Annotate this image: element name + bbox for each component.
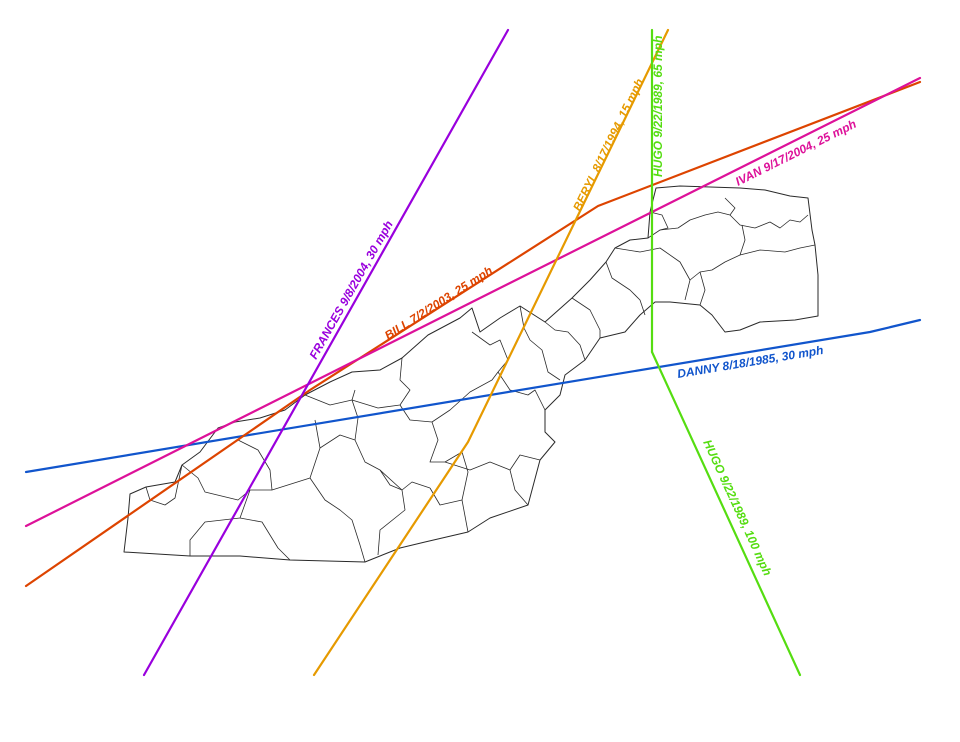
track-label-hugo-north: HUGO 9/22/1989, 65 mph — [651, 36, 665, 177]
county-boundary — [571, 297, 601, 338]
county-boundary — [145, 464, 183, 506]
county-boundary — [351, 389, 359, 441]
track-line-beryl — [312, 28, 670, 677]
county-boundary — [377, 469, 406, 556]
track-label-ivan: IVAN 9/17/2004, 25 mph — [733, 117, 858, 189]
county-boundary — [309, 477, 366, 563]
county-boundary — [605, 261, 646, 316]
track-line-hugo-south — [650, 350, 802, 677]
county-boundary — [304, 394, 401, 409]
county-boundary — [461, 451, 469, 533]
county-boundary — [724, 197, 736, 216]
region-outline — [123, 185, 819, 563]
county-boundary — [647, 211, 809, 239]
track-line-bill — [24, 80, 922, 588]
track-label-frances: FRANCES 9/8/2004, 30 mph — [306, 218, 395, 361]
county-boundary — [544, 321, 586, 361]
county-boundary — [614, 247, 691, 301]
county-boundary — [399, 357, 411, 406]
track-label-hugo-south: HUGO 9/22/1989, 100 mph — [700, 437, 774, 577]
track-label-danny: DANNY 8/18/1985, 30 mph — [676, 343, 824, 381]
county-boundary — [497, 371, 546, 411]
county-boundary — [699, 271, 706, 306]
county-boundary — [431, 371, 499, 423]
county-boundary — [739, 224, 746, 256]
county-boundary — [519, 305, 561, 381]
county-boundary — [319, 434, 431, 491]
county-boundaries — [145, 197, 816, 563]
track-line-frances — [142, 28, 510, 677]
county-boundary — [444, 461, 511, 471]
hurricane-tracks — [24, 28, 922, 677]
county-boundary — [189, 489, 251, 556]
track-line-ivan — [24, 76, 922, 528]
county-boundary — [239, 517, 291, 561]
county-boundary — [649, 211, 669, 231]
track-line-danny — [24, 318, 922, 474]
county-boundary — [181, 464, 272, 501]
